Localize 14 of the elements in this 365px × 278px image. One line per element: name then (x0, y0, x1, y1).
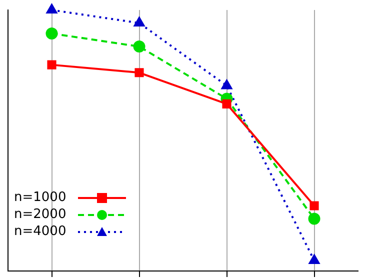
point (308, 212, 320, 225)
legend-label: n=2000 (14, 206, 68, 222)
point (133, 40, 146, 53)
point (221, 80, 232, 90)
legend-label: n=4000 (14, 224, 68, 240)
point (310, 201, 319, 210)
point (46, 4, 58, 14)
point (222, 99, 232, 108)
point (134, 68, 144, 78)
point (47, 60, 56, 70)
point (46, 27, 58, 40)
point (134, 17, 145, 27)
point (308, 254, 320, 264)
legend-label: n=1000 (14, 190, 68, 206)
